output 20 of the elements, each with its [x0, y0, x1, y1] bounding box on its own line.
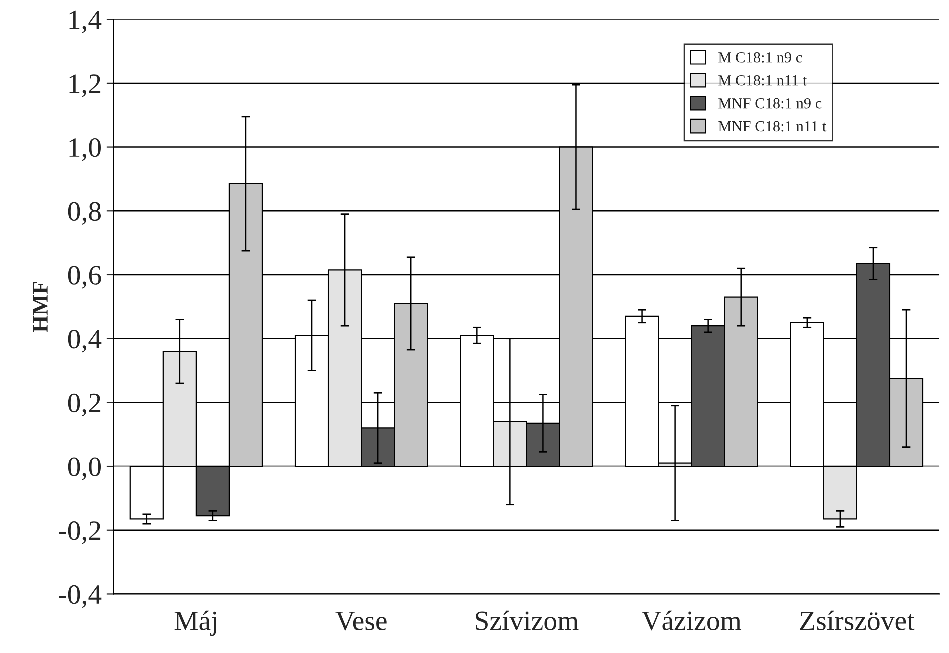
- y-tick-label: 0,8: [68, 202, 102, 226]
- y-tick-label: -0,4: [59, 585, 102, 608]
- y-tick-label: 1,0: [70, 138, 102, 162]
- x-tick-label: Vese: [336, 612, 387, 631]
- x-tick-label: Zsírszövet: [800, 610, 915, 630]
- y-tick-label: 0,4: [68, 330, 102, 353]
- legend-label: MNF C18:1 n11 t: [718, 121, 827, 132]
- legend-label: M C18:1 n9 c: [718, 52, 802, 63]
- x-tick-label: Vázizom: [642, 610, 742, 631]
- legend-label: M C18:1 n11 t: [718, 75, 808, 86]
- y-tick-label: 1,2: [70, 74, 101, 98]
- y-tick-label: 0,6: [68, 266, 102, 289]
- y-tick-label: -0,2: [59, 522, 101, 544]
- x-tick-label: Máj: [174, 610, 216, 636]
- x-tick-label: Szívizom: [476, 610, 579, 630]
- y-tick-label: 0,0: [68, 458, 102, 480]
- legend-label: MNF C18:1 n9 c: [718, 98, 822, 109]
- y-tick-label: 1,4: [70, 10, 102, 34]
- y-axis-title: HMF: [33, 282, 48, 332]
- y-tick-label: 0,2: [68, 394, 101, 417]
